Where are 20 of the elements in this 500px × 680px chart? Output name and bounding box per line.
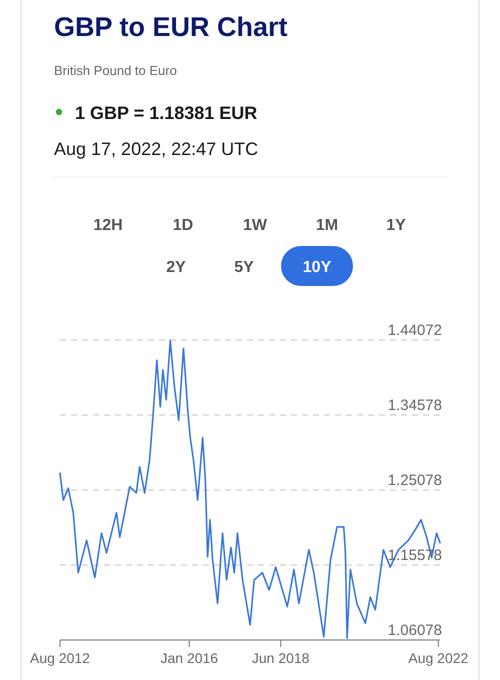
text: 1D	[172, 217, 194, 234]
text: 1M	[316, 217, 338, 234]
x-tick-label: Aug 2012	[30, 650, 90, 666]
text: 1W	[243, 217, 268, 234]
x-tick-label: Jan 2016	[160, 650, 218, 666]
text: 12H	[93, 217, 123, 234]
x-tick-label: Aug 2022	[408, 650, 469, 666]
y-tick-label: 1.34578	[388, 396, 442, 414]
text: 1Y	[386, 217, 406, 234]
y-tick-label: 1.06078	[388, 622, 442, 639]
chart-title: GBP to EUR Chart	[54, 12, 288, 42]
y-tick-label: 1.25078	[388, 472, 442, 489]
text: Aug 17, 2022, 22:47 UTC	[54, 139, 258, 159]
text: 2Y	[166, 259, 186, 276]
chart-subtitle: British Pound to Euro	[54, 63, 177, 78]
text: 1 GBP = 1.18381 EUR	[75, 103, 258, 123]
x-tick-label: Jun 2018	[252, 650, 310, 666]
y-tick-label: 1.44072	[388, 322, 442, 339]
text: 5Y	[234, 259, 254, 276]
text: 10Y	[302, 259, 332, 276]
